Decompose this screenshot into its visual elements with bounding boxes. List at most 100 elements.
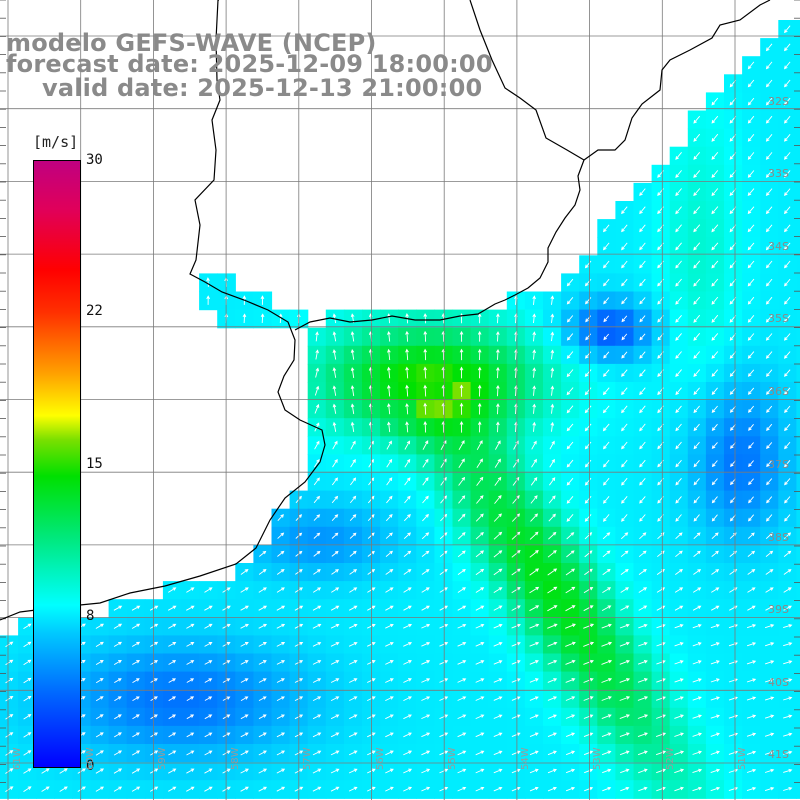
wind-arrow [95, 696, 104, 702]
wind-arrow [748, 442, 754, 449]
wind-arrow [747, 333, 755, 341]
wind-arrow [349, 678, 358, 683]
wind-arrow [674, 768, 685, 774]
wind-arrow [693, 569, 702, 575]
wind-arrow [475, 750, 485, 756]
wind-arrow [23, 750, 32, 756]
wind-arrow [422, 440, 429, 450]
wind-arrow [240, 569, 249, 575]
wind-arrow [692, 768, 703, 774]
wind-cell [796, 128, 800, 148]
wind-arrow [601, 677, 613, 683]
wind-arrow [693, 296, 701, 305]
wind-arrow [511, 768, 521, 774]
wind-arrow [621, 351, 628, 359]
wind-arrow [403, 714, 412, 720]
wind-arrow [5, 714, 14, 720]
wind-arrow [746, 660, 757, 665]
wind-arrow [511, 786, 521, 792]
wind-arrow [584, 514, 592, 522]
wind-arrow [332, 440, 338, 450]
wind-arrow [475, 568, 485, 576]
wind-cell [796, 382, 800, 401]
wind-arrow [475, 531, 484, 540]
wind-arrow [693, 188, 701, 197]
wind-arrow [439, 623, 449, 629]
wind-arrow [59, 768, 68, 774]
wind-cell [796, 20, 800, 39]
wind-arrow [314, 385, 320, 396]
wind-arrow [132, 714, 140, 720]
wind-arrow [186, 750, 195, 756]
wind-arrow [584, 496, 592, 504]
wind-arrow [276, 732, 286, 738]
wind-arrow [583, 605, 594, 612]
wind-arrow [439, 750, 449, 756]
wind-arrow [240, 786, 249, 792]
wind-arrow [405, 348, 409, 361]
wind-arrow [765, 224, 773, 233]
wind-arrow [387, 313, 391, 324]
wind-arrow [711, 188, 719, 197]
wind-arrow [132, 678, 140, 683]
wind-arrow [385, 732, 394, 738]
wind-arrow [674, 660, 684, 665]
wind-arrow [331, 569, 339, 575]
wind-arrow [494, 458, 501, 468]
wind-arrow [423, 330, 428, 342]
wind-arrow [23, 714, 32, 720]
wind-arrow [5, 732, 14, 738]
wind-arrow [584, 297, 592, 305]
wind-arrow [457, 550, 466, 558]
wind-arrow [765, 296, 773, 305]
wind-arrow [784, 441, 791, 450]
wind-arrow [764, 642, 775, 647]
wind-arrow [783, 25, 791, 34]
wind-arrow [602, 477, 610, 486]
wind-arrow [675, 188, 682, 197]
wind-arrow [367, 768, 376, 774]
wind-arrow [404, 440, 411, 450]
wind-arrow [403, 514, 411, 522]
wind-arrow [457, 696, 467, 701]
wind-arrow [493, 678, 503, 683]
wind-arrow [674, 642, 684, 647]
wind-arrow [41, 786, 50, 792]
wind-arrow [783, 296, 791, 305]
wind-arrow [783, 278, 791, 287]
wind-arrow [511, 714, 521, 719]
wind-arrow [168, 732, 177, 738]
wind-arrow [748, 424, 754, 431]
wind-arrow [566, 441, 574, 450]
wind-arrow [529, 531, 539, 540]
wind-arrow [584, 260, 592, 269]
wind-arrow [475, 678, 485, 683]
wind-arrow [621, 260, 628, 269]
wind-arrow [385, 678, 394, 683]
wind-arrow [348, 605, 358, 611]
wind-arrow [349, 532, 357, 539]
wind-arrow [765, 206, 773, 215]
wind-arrow [711, 115, 719, 124]
wind-arrow [583, 714, 594, 719]
wind-arrow [675, 478, 682, 486]
wind-arrow [77, 786, 86, 792]
wind-arrow [692, 750, 702, 755]
wind-arrow [349, 569, 358, 575]
wind-arrow [149, 623, 159, 629]
wind-arrow [692, 732, 702, 737]
wind-arrow [168, 623, 177, 629]
wind-arrow [566, 387, 574, 396]
wind-arrow [783, 188, 791, 197]
wind-arrow [710, 732, 720, 737]
wind-arrow [584, 441, 592, 450]
wind-arrow [565, 696, 576, 701]
wind-cell [796, 744, 800, 763]
wind-arrow [693, 333, 701, 341]
wind-arrow [348, 786, 358, 792]
wind-arrow [639, 496, 646, 504]
wind-arrow [566, 496, 574, 504]
